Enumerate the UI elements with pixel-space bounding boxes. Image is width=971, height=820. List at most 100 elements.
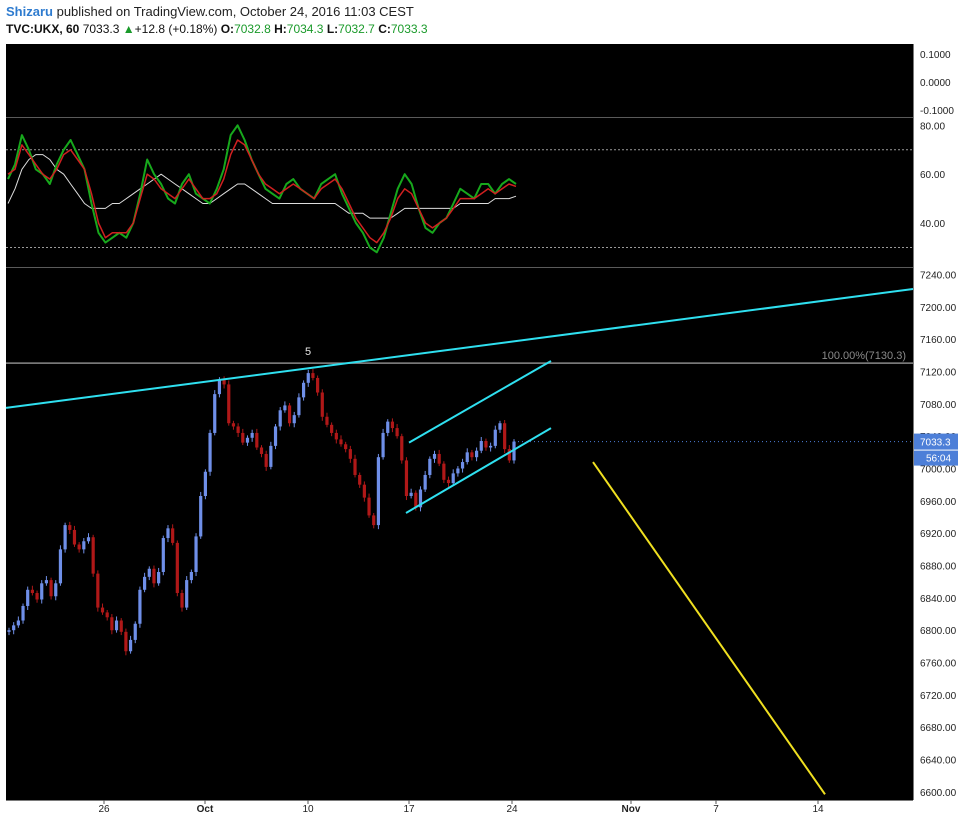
top-indicator-tick-label: 0.0000: [920, 78, 951, 89]
top-indicator-tick-label: 0.1000: [920, 50, 951, 61]
candle-body: [241, 432, 245, 443]
price-tick-label: 6720.00: [920, 691, 957, 702]
candle-body: [100, 607, 105, 613]
candle-body: [194, 536, 198, 572]
rising-trend-line: [5, 288, 914, 409]
projection-line: [592, 461, 826, 795]
candle-body: [82, 541, 86, 550]
candle-body: [339, 439, 343, 445]
oscillator-tick-label: 40.00: [920, 219, 945, 230]
time-tick-label: 26: [98, 804, 110, 815]
candle-body: [484, 441, 488, 448]
candle-body: [30, 589, 34, 594]
candle-body: [203, 471, 207, 496]
candle-body: [390, 421, 395, 429]
time-tick-label: 14: [812, 804, 824, 815]
candle-body: [409, 492, 413, 496]
low-label: L:: [326, 22, 339, 36]
candle-body: [217, 379, 222, 395]
time-tick-label: 10: [302, 804, 314, 815]
top-indicator-tick-label: -0.1000: [920, 106, 954, 117]
price-tick-label: 6760.00: [920, 659, 957, 670]
candle-body: [255, 432, 259, 448]
price-tick-label: 7000.00: [920, 465, 957, 476]
oscillator-tick-label: 80.00: [920, 121, 945, 132]
candle-body: [325, 416, 329, 425]
candle-body: [245, 437, 250, 443]
candle-body: [147, 568, 151, 577]
candle-body: [264, 453, 268, 467]
candle-body: [479, 441, 483, 451]
candle-body: [138, 589, 142, 624]
fib-level-label: 100.00%(7130.3): [822, 350, 906, 362]
last-price-tag-label: 7033.3: [920, 438, 951, 449]
price-tick-label: 6960.00: [920, 497, 957, 508]
price-tick-label: 6920.00: [920, 529, 957, 540]
price-pane: 7240.007200.007160.007120.007080.007040.…: [5, 270, 958, 799]
ohlc-line: TVC:UKX, 60 7033.3 ▲+12.8 (+0.18%) O:703…: [6, 22, 428, 36]
candle-body: [110, 617, 114, 631]
candle-body: [437, 453, 441, 464]
price-tick-label: 7080.00: [920, 400, 957, 411]
candle-body: [63, 525, 67, 550]
candle-body: [428, 458, 432, 475]
price-tick-label: 7120.00: [920, 367, 957, 378]
candle-body: [273, 426, 278, 446]
candle-body: [26, 589, 30, 606]
time-tick-label: 17: [403, 804, 415, 815]
candle-body: [119, 620, 123, 632]
chart-header: Shizaru published on TradingView.com, Oc…: [0, 0, 971, 44]
published-text: published on TradingView.com, October 24…: [56, 4, 414, 19]
candle-body: [465, 452, 469, 463]
candle-body: [474, 450, 479, 458]
candle-body: [446, 479, 451, 484]
candle-body: [40, 583, 44, 600]
time-axis: 26 Oct 10 17 24 Nov 7 14: [98, 800, 824, 815]
author-link[interactable]: Shizaru: [6, 4, 53, 19]
candle-body: [114, 620, 119, 631]
candle-body: [231, 423, 236, 427]
candle-body: [128, 639, 133, 652]
candle-body: [348, 449, 352, 459]
time-tick-label: Nov: [622, 804, 641, 815]
candle-body: [423, 474, 427, 490]
candle-body: [199, 496, 203, 537]
candle-body: [166, 528, 170, 539]
candle-body: [353, 458, 357, 475]
symbol-label[interactable]: TVC:UKX, 60: [6, 22, 80, 36]
channel-lower-line: [405, 427, 552, 514]
candle-body: [91, 537, 95, 574]
candle-body: [451, 473, 455, 484]
candle-body: [334, 432, 338, 440]
candle-body: [278, 410, 282, 427]
candle-body: [124, 631, 128, 652]
candle-body: [442, 463, 446, 480]
close-value: 7033.3: [390, 22, 428, 36]
price-tick-label: 7160.00: [920, 335, 957, 346]
candle-body: [301, 382, 306, 398]
up-arrow-icon: ▲: [122, 22, 135, 36]
candle-body: [213, 394, 217, 433]
candle-body: [105, 612, 109, 618]
price-tick-label: 6640.00: [920, 756, 957, 767]
time-tick-label: 24: [506, 804, 518, 815]
top-indicator-axis: 0.1000 0.0000 -0.1000: [920, 50, 954, 117]
candle-body: [54, 583, 58, 597]
candle-body: [236, 426, 240, 433]
last-price-tag: [914, 433, 958, 450]
price-tick-label: 6680.00: [920, 723, 957, 734]
price-tick-label: 6840.00: [920, 594, 957, 605]
candle-body: [381, 432, 385, 458]
candle-body: [489, 445, 493, 448]
candle-body: [297, 397, 301, 416]
change-value: +12.8 (+0.18%): [134, 22, 218, 36]
time-tick-label: Oct: [197, 804, 214, 815]
countdown-tag: [914, 450, 958, 466]
candle-body: [133, 623, 137, 640]
candle-body: [470, 452, 474, 458]
candle-body: [460, 462, 465, 469]
candle-body: [418, 489, 423, 508]
candle-body: [386, 421, 390, 433]
candle-body: [208, 432, 212, 472]
